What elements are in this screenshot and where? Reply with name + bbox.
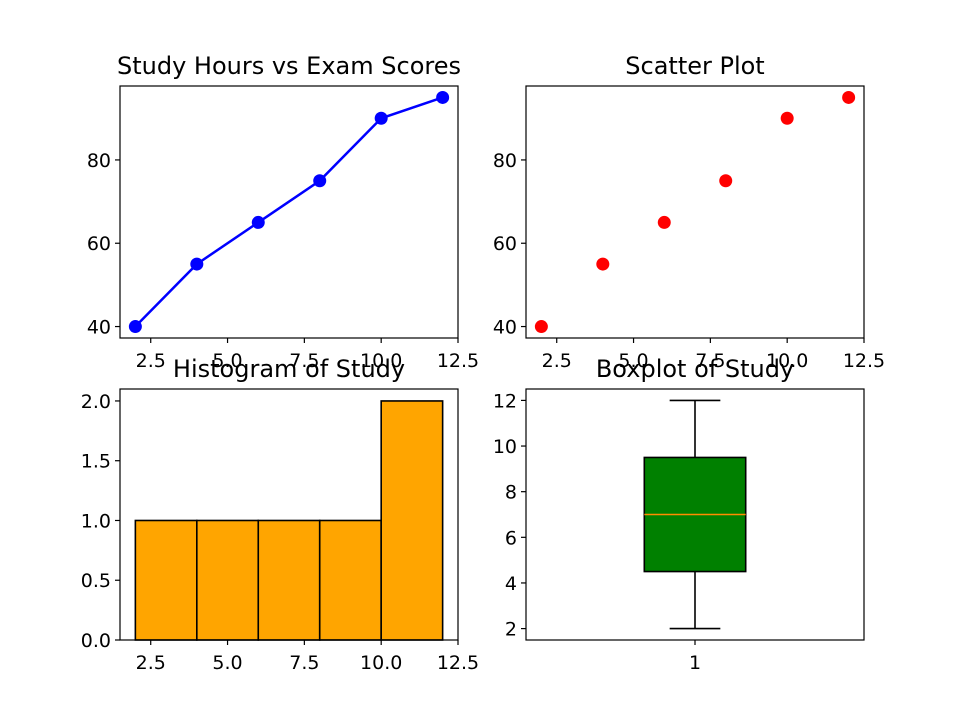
line-chart-y-tick-label: 80 xyxy=(87,150,111,172)
histogram-bar xyxy=(196,519,260,641)
scatter-chart-x-tick-label: 5.0 xyxy=(618,350,648,372)
histogram-title: Histogram of Study xyxy=(173,355,405,383)
histogram-marks xyxy=(134,400,444,641)
boxplot-y-tick-label: 2 xyxy=(505,619,517,641)
line-chart-axes-frame xyxy=(119,85,459,339)
histogram-x-tick-label: 2.5 xyxy=(136,652,166,674)
boxplot-y-tick-label: 8 xyxy=(505,482,517,504)
line-chart-x-tick-label: 10.0 xyxy=(360,350,402,372)
histogram-y-tick-label: 1.5 xyxy=(81,451,111,473)
scatter-point xyxy=(719,174,733,188)
line-point xyxy=(374,111,388,125)
boxplot-ticks: 2 4 6 8 10 12 1 xyxy=(493,390,701,674)
scatter-point xyxy=(534,320,548,334)
line-chart-x-tick-label: 12.5 xyxy=(437,350,479,372)
scatter-chart-x-tick-label: 7.5 xyxy=(695,350,725,372)
line-point xyxy=(128,320,142,334)
histogram-bar xyxy=(257,519,321,641)
histogram-x-tick-label: 12.5 xyxy=(437,652,479,674)
scatter-chart-x-tick-label: 10.0 xyxy=(766,350,808,372)
line-point xyxy=(313,174,327,188)
line-chart-x-tick-label: 2.5 xyxy=(136,350,166,372)
boxplot-x-tick-label: 1 xyxy=(689,652,701,674)
line-chart-panel: 40 60 80 2.5 5.0 7.5 10.0 12.5 Study Hours vs E… xyxy=(87,52,479,372)
scatter-chart-title: Scatter Plot xyxy=(625,52,764,80)
histogram-y-tick-label: 2.0 xyxy=(81,391,111,413)
histogram-y-tick-label: 0.5 xyxy=(81,570,111,592)
line-chart-ticks: 40 60 80 2.5 5.0 7.5 10.0 12.5 xyxy=(87,150,479,372)
scatter-chart-y-tick-label: 80 xyxy=(493,150,517,172)
scatter-chart-y-tick-label: 60 xyxy=(493,233,517,255)
scatter-point xyxy=(657,215,671,229)
line-chart-y-tick-label: 60 xyxy=(87,233,111,255)
boxplot-y-tick-label: 4 xyxy=(505,573,517,595)
line-chart-y-tick-label: 40 xyxy=(87,317,111,339)
scatter-point xyxy=(842,90,856,104)
boxplot-title: Boxplot of Study xyxy=(596,355,794,383)
line-point xyxy=(251,215,265,229)
line-chart-marks xyxy=(128,90,450,334)
scatter-chart-x-tick-label: 12.5 xyxy=(843,350,885,372)
line-point xyxy=(190,257,204,271)
boxplot-y-tick-label: 6 xyxy=(505,527,517,549)
scatter-chart-marks xyxy=(534,90,856,334)
histogram-x-tick-label: 10.0 xyxy=(360,652,402,674)
histogram-panel: 0.0 0.5 1.0 1.5 2.0 2.5 5.0 7.5 10.0 12.5 Histogr… xyxy=(81,355,479,674)
line-point xyxy=(436,90,450,104)
histogram-x-tick-label: 5.0 xyxy=(212,652,242,674)
histogram-x-tick-label: 7.5 xyxy=(289,652,319,674)
histogram-ticks: 0.0 0.5 1.0 1.5 2.0 2.5 5.0 7.5 10.0 12.5 xyxy=(81,391,479,674)
scatter-point xyxy=(596,257,610,271)
histogram-axes-frame xyxy=(119,388,459,641)
histogram-bar xyxy=(380,400,444,641)
boxplot-marks xyxy=(643,399,747,630)
histogram-bar xyxy=(134,519,198,641)
boxplot-panel: 2 4 6 8 10 12 1 Boxplot of Study xyxy=(493,355,865,674)
scatter-chart-x-tick-label: 2.5 xyxy=(542,350,572,372)
scatter-chart-panel: 40 60 80 2.5 5.0 7.5 10.0 12.5 Scatter Plot xyxy=(493,52,885,372)
line-chart-x-tick-label: 5.0 xyxy=(212,350,242,372)
histogram-bar xyxy=(318,519,382,641)
scatter-chart-ticks: 40 60 80 2.5 5.0 7.5 10.0 12.5 xyxy=(493,150,885,372)
line-chart-x-tick-label: 7.5 xyxy=(289,350,319,372)
scatter-chart-axes-frame xyxy=(525,85,865,339)
scatter-point xyxy=(780,111,794,125)
boxplot-y-tick-label: 10 xyxy=(493,436,517,458)
histogram-y-tick-label: 0.0 xyxy=(81,630,111,652)
histogram-y-tick-label: 1.0 xyxy=(81,510,111,532)
boxplot-y-tick-label: 12 xyxy=(493,390,517,412)
line-chart-title: Study Hours vs Exam Scores xyxy=(117,52,461,80)
line-series xyxy=(134,96,444,328)
scatter-chart-y-tick-label: 40 xyxy=(493,317,517,339)
